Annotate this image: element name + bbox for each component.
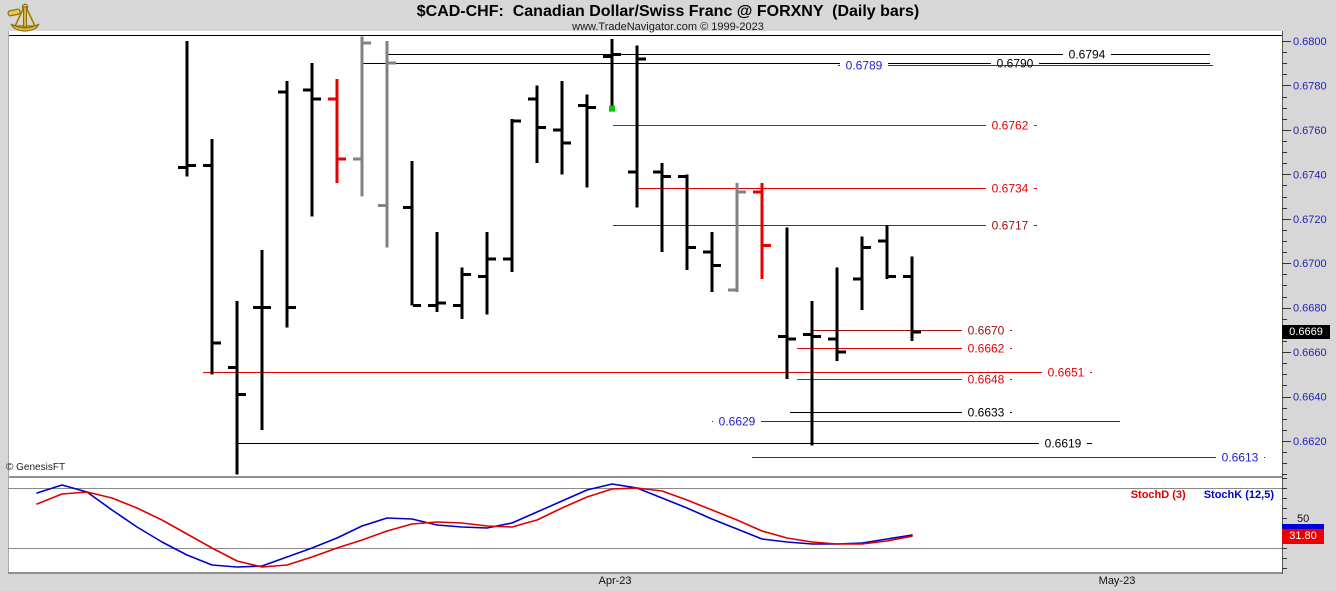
price-axis[interactable]: 0.6800 0.6780 0.6760 0.6740 0.6720 0.6700 0.66… (1282, 36, 1327, 475)
svg-text:0.6717: 0.6717 (992, 219, 1029, 233)
svg-text:0.6662: 0.6662 (968, 342, 1005, 356)
ohlc-bar (228, 301, 246, 475)
ohlc-bar (578, 94, 596, 188)
buy-signal-marker (609, 105, 615, 112)
ohlc-bar (728, 183, 746, 293)
ohlc-bar (328, 78, 346, 184)
panels (8, 31, 1283, 574)
stochd-value-badge: 31.80 (1282, 529, 1324, 544)
ohlc-bar (203, 138, 221, 375)
svg-text:0.6680: 0.6680 (1293, 303, 1327, 315)
svg-text:0.6734: 0.6734 (992, 182, 1029, 196)
svg-text:0.6700: 0.6700 (1293, 258, 1327, 270)
x-axis-label-apr: Apr-23 (598, 575, 632, 587)
svg-text:0.6789: 0.6789 (846, 59, 883, 73)
ohlc-bar (353, 36, 371, 197)
ohlc-bar (653, 163, 671, 253)
chart-title: $CAD-CHF: Canadian Dollar/Swiss Franc @ … (416, 3, 920, 20)
ohlc-bars[interactable] (178, 36, 921, 475)
ohlc-bar (603, 38, 621, 108)
svg-text:0.6640: 0.6640 (1293, 392, 1327, 404)
svg-text:0.6633: 0.6633 (968, 406, 1005, 420)
ohlc-bar (278, 81, 296, 328)
ohlc-bar (503, 118, 521, 273)
ohlc-bar (253, 249, 271, 430)
svg-text:0.6629: 0.6629 (719, 415, 756, 429)
chart-subtitle: www.TradeNavigator.com © 1999-2023 (572, 21, 764, 33)
ohlc-bar (478, 232, 496, 315)
stochd-legend-label[interactable]: StochD (3) (1130, 489, 1186, 501)
ohlc-bar (303, 63, 321, 217)
ohlc-bar (553, 81, 571, 175)
ohlc-bar (178, 41, 196, 177)
ohlc-bar (428, 232, 446, 313)
stochk-legend-label[interactable]: StochK (12,5) (1203, 489, 1274, 501)
svg-text:0.6720: 0.6720 (1293, 214, 1327, 226)
svg-text:0.6620: 0.6620 (1293, 436, 1327, 448)
svg-text:0.6760: 0.6760 (1293, 125, 1327, 137)
svg-text:0.6762: 0.6762 (992, 119, 1029, 133)
svg-text:0.6794: 0.6794 (1069, 48, 1106, 62)
ohlc-bar (703, 232, 721, 293)
svg-text:0.6740: 0.6740 (1293, 169, 1327, 181)
ohlc-bar (403, 161, 421, 307)
ohlc-bar (753, 183, 771, 279)
svg-text:0.6651: 0.6651 (1048, 366, 1085, 380)
ohlc-bar (903, 256, 921, 341)
svg-text:0.6800: 0.6800 (1293, 36, 1327, 48)
ohlc-bar (803, 301, 821, 446)
stochastic-legend: StochD (3) StochK (12,5) (1118, 477, 1274, 513)
svg-text:0.6660: 0.6660 (1293, 347, 1327, 359)
ohlc-bar (378, 41, 396, 248)
ohlc-bar (878, 225, 896, 279)
genesis-sextant-logo (7, 2, 40, 32)
genesisft-credit: © GenesisFT (6, 462, 66, 473)
svg-text:0.6780: 0.6780 (1293, 80, 1327, 92)
last-price-badge: 0.6669 (1282, 325, 1330, 339)
svg-text:0.6790: 0.6790 (997, 57, 1034, 71)
ohlc-bar (678, 174, 696, 270)
ohlc-bar (528, 85, 546, 164)
price-levels: 0.6794 0.6790 0.6789 0.6762 0.6734 0.6717 0.66… (203, 48, 1265, 465)
svg-text:50: 50 (1297, 513, 1309, 525)
ohlc-bar (778, 227, 796, 379)
stochk-value-badge (1282, 524, 1324, 531)
svg-text:0.6648: 0.6648 (968, 373, 1005, 387)
svg-text:0.6670: 0.6670 (968, 324, 1005, 338)
ohlc-bar (628, 45, 646, 208)
stochastic-panel[interactable]: 50 (8, 478, 1309, 569)
svg-text:0.6613: 0.6613 (1222, 451, 1259, 465)
ohlc-bar (453, 267, 471, 319)
x-axis-label-may: May-23 (1098, 575, 1136, 587)
svg-text:0.6619: 0.6619 (1045, 437, 1082, 451)
ohlc-bar (828, 267, 846, 361)
ohlc-bar (853, 236, 871, 310)
